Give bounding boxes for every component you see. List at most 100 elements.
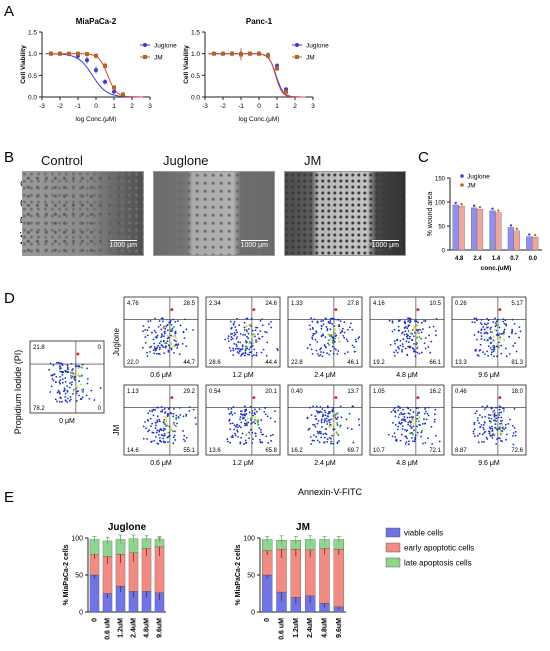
event-dot (326, 440, 329, 443)
event-dot (489, 347, 492, 349)
event-dot (85, 394, 88, 397)
event-dot (253, 348, 256, 351)
bar-dot (460, 203, 463, 206)
event-dot (318, 441, 321, 444)
event-dot (172, 415, 175, 418)
event-dot (411, 440, 414, 443)
event-dot (146, 438, 149, 440)
event-dot (173, 408, 175, 410)
event-dot (185, 414, 188, 417)
event-dot (159, 428, 162, 430)
event-dot (486, 339, 489, 342)
event-dot (512, 443, 515, 446)
event-dot (320, 432, 322, 435)
event-dot (236, 347, 239, 350)
event-dot (480, 318, 483, 321)
event-dot (319, 348, 321, 351)
event-dot (244, 439, 247, 442)
event-dot (170, 334, 172, 337)
event-dot (325, 420, 328, 423)
event-dot (479, 426, 481, 429)
event-dot (484, 415, 487, 418)
event-dot (236, 429, 239, 432)
event-dot (163, 432, 166, 435)
event-dot (420, 331, 423, 334)
event-dot (396, 338, 398, 341)
event-dot (482, 426, 485, 429)
x-tick-label: 1.2uM (118, 618, 125, 638)
event-dot (162, 339, 165, 342)
event-dot-dense (330, 424, 333, 427)
event-dot (408, 416, 411, 419)
event-dot-dense (252, 396, 256, 400)
event-dot (483, 328, 486, 331)
event-dot (487, 326, 489, 329)
event-dot (57, 389, 60, 392)
event-dot (157, 325, 160, 328)
event-dot (514, 434, 517, 437)
event-dot (265, 331, 268, 334)
event-dot (489, 342, 492, 344)
event-dot (66, 389, 69, 392)
event-dot (250, 325, 252, 327)
event-dot-dense (416, 434, 419, 437)
event-dot-dense (502, 409, 505, 412)
event-dot (329, 410, 332, 413)
event-dot (343, 336, 346, 339)
event-dot (152, 349, 155, 352)
event-dot (393, 432, 396, 435)
event-dot-dense (75, 386, 78, 389)
event-dot (505, 433, 508, 436)
event-dot (269, 417, 272, 420)
y-axis-label: % MiaPaCa-2 cells (235, 544, 242, 605)
event-dot (237, 341, 240, 343)
event-dot (227, 408, 230, 410)
event-dot (346, 427, 349, 430)
event-dot (348, 412, 351, 415)
event-dot (329, 328, 332, 331)
event-dot (144, 341, 147, 344)
event-dot (518, 336, 521, 339)
event-dot (270, 321, 272, 323)
event-dot (68, 386, 71, 389)
event-dot-dense (416, 324, 419, 327)
event-dot (490, 417, 493, 420)
event-dot-dense (257, 419, 260, 422)
event-dot (427, 406, 430, 409)
event-dot (244, 348, 247, 351)
legend-label: JM (154, 55, 163, 62)
event-dot (327, 415, 330, 418)
event-dot (389, 343, 392, 346)
event-dot (58, 366, 61, 368)
event-dot (435, 317, 438, 320)
event-dot (229, 349, 232, 352)
event-dot-dense (71, 371, 74, 374)
event-dot (194, 417, 197, 419)
event-dot-dense (412, 422, 415, 425)
event-dot (172, 318, 175, 321)
event-dot (486, 438, 489, 440)
event-dot (326, 405, 329, 408)
fit-curve-jm (45, 53, 143, 98)
event-dot (329, 349, 332, 352)
event-dot (498, 411, 501, 414)
event-dot (163, 335, 165, 338)
y-tick-label: 0 (442, 249, 446, 255)
quadrant-ul: 1.05 (373, 389, 385, 395)
event-dot (495, 443, 498, 445)
event-dot (73, 377, 76, 380)
event-dot (490, 351, 493, 354)
data-point-jm (121, 92, 125, 97)
event-dot (333, 340, 336, 343)
data-point-jm (284, 89, 288, 94)
event-dot-dense (336, 422, 339, 425)
event-dot (162, 427, 165, 430)
event-dot (167, 344, 170, 347)
bar-dot (472, 204, 476, 207)
concentration-label: 9.6 μM (478, 460, 500, 467)
quadrant-ll: 19.2 (373, 360, 385, 366)
event-dot (513, 322, 516, 325)
event-dot (66, 397, 69, 400)
event-dot (398, 413, 401, 416)
event-dot (477, 441, 480, 444)
